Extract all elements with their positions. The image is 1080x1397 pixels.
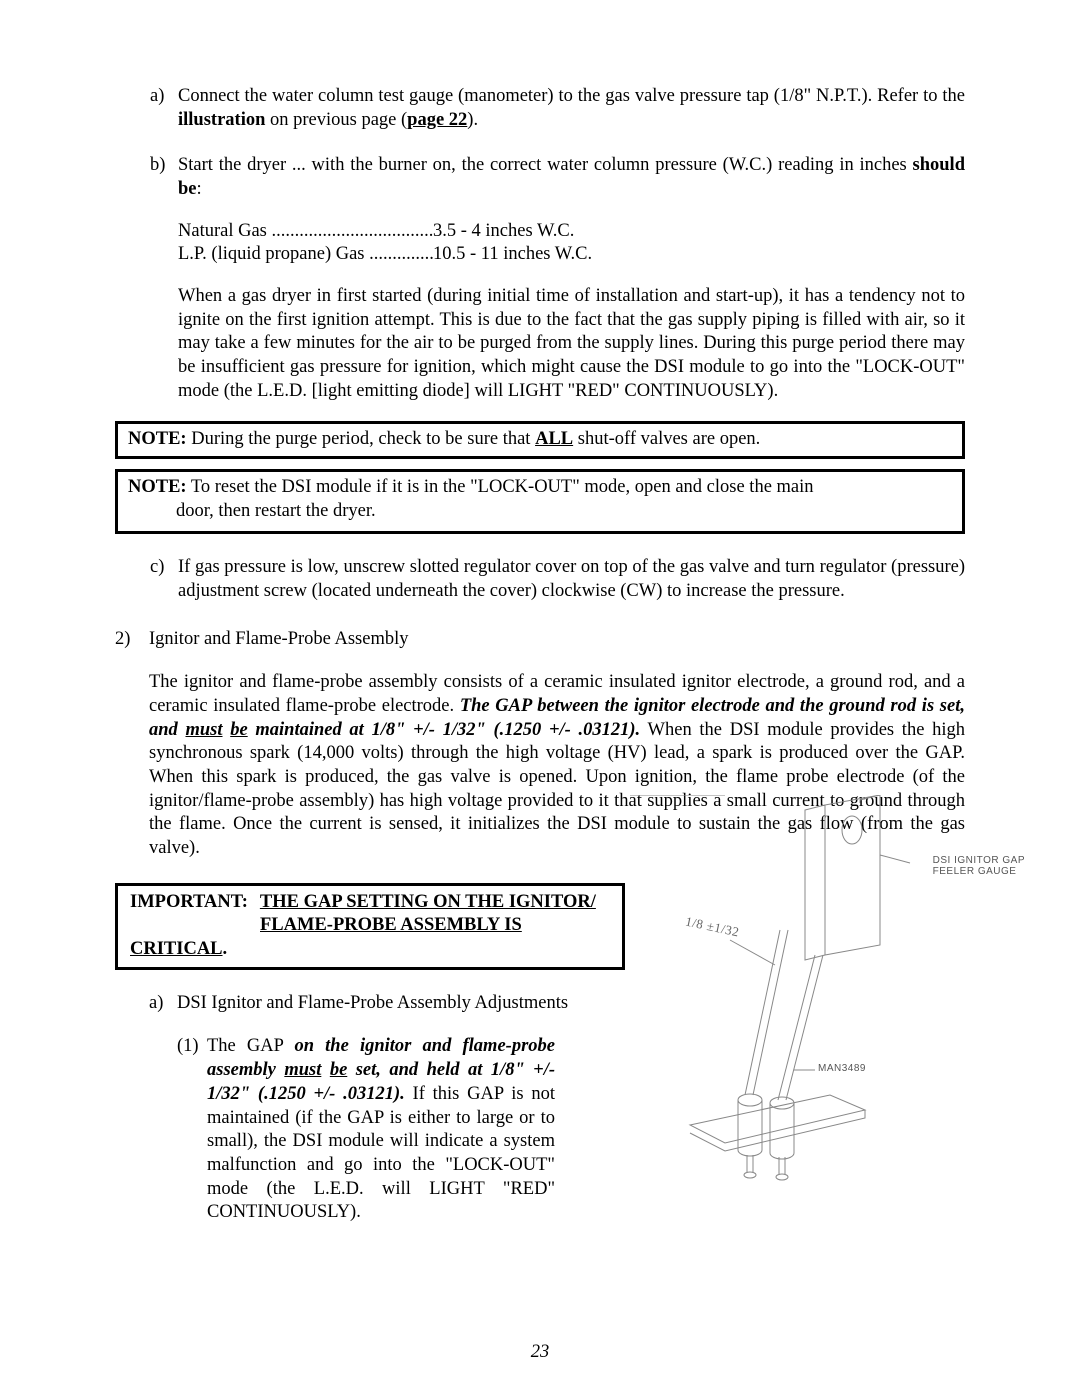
item-c-body: If gas pressure is low, unscrew slotted … bbox=[178, 556, 965, 603]
item-b-post: : bbox=[197, 179, 202, 199]
note1-pre: During the purge period, check to be sur… bbox=[187, 429, 535, 449]
important-line2-wrap: FLAME-PROBE ASSEMBLY IS CRITICAL. bbox=[130, 914, 610, 961]
ignitor-gap-post: maintained at 1/8" +/- 1/32" (.1250 +/- … bbox=[248, 720, 641, 740]
item-b-pre: Start the dryer ... with the burner on, … bbox=[178, 155, 913, 175]
section-2: 2) Ignitor and Flame-Probe Assembly bbox=[115, 628, 965, 652]
important-text1: THE GAP SETTING ON THE IGNITOR/ bbox=[260, 891, 596, 915]
adj-1-label: (1) bbox=[177, 1035, 207, 1224]
item-a-body: Connect the water column test gauge (man… bbox=[178, 85, 965, 132]
item-a-label: a) bbox=[150, 85, 178, 132]
important-dot: . bbox=[223, 939, 228, 959]
gas-row-lp: L.P. (liquid propane) Gas ..............… bbox=[178, 243, 965, 267]
item-a-bold1: illustration bbox=[178, 110, 265, 130]
sec2-title: Ignitor and Flame-Probe Assembly bbox=[149, 628, 965, 652]
page: a) Connect the water column test gauge (… bbox=[0, 0, 1080, 1397]
note2-line1: NOTE: To reset the DSI module if it is i… bbox=[128, 476, 952, 500]
item-a-pre: Connect the water column test gauge (man… bbox=[178, 86, 965, 106]
note2-line2: door, then restart the dryer. bbox=[176, 500, 952, 524]
note2-label: NOTE: bbox=[128, 477, 187, 497]
note1-text: NOTE: During the purge period, check to … bbox=[128, 428, 952, 452]
note-box-2: NOTE: To reset the DSI module if it is i… bbox=[115, 469, 965, 534]
important-box: IMPORTANT: THE GAP SETTING ON THE IGNITO… bbox=[115, 883, 625, 970]
part-number-label: MAN3489 bbox=[818, 1063, 866, 1074]
item-c: c) If gas pressure is low, unscrew slott… bbox=[150, 556, 965, 603]
gauge-label-l1: DSI IGNITOR GAP bbox=[933, 855, 1025, 866]
purge-paragraph: When a gas dryer in first started (durin… bbox=[178, 285, 965, 403]
list-block-c: c) If gas pressure is low, unscrew slott… bbox=[150, 556, 965, 603]
figure-dsi-ignitor: DSI IGNITOR GAP FEELER GAUGE 1/8 ±1/32 M… bbox=[630, 795, 970, 1195]
item-c-label: c) bbox=[150, 556, 178, 603]
adj-a-label: a) bbox=[149, 992, 177, 1016]
adj1-must: must bbox=[284, 1060, 321, 1080]
item-b-body: Start the dryer ... with the burner on, … bbox=[178, 154, 965, 201]
adj-1: (1) The GAP on the ignitor and flame-pro… bbox=[177, 1035, 555, 1224]
item-b: b) Start the dryer ... with the burner o… bbox=[150, 154, 965, 201]
note1-label: NOTE: bbox=[128, 429, 187, 449]
adj-1-body: The GAP on the ignitor and flame-probe a… bbox=[207, 1035, 555, 1224]
note2-l1: To reset the DSI module if it is in the … bbox=[187, 477, 814, 497]
gas-row-natural: Natural Gas ............................… bbox=[178, 220, 965, 244]
page-number: 23 bbox=[0, 1341, 1080, 1365]
ignitor-must: must bbox=[185, 720, 222, 740]
important-label: IMPORTANT: bbox=[130, 891, 260, 915]
gauge-label: DSI IGNITOR GAP FEELER GAUGE bbox=[933, 855, 1025, 877]
important-line1: IMPORTANT: THE GAP SETTING ON THE IGNITO… bbox=[130, 891, 610, 915]
item-a-mid: on previous page ( bbox=[265, 110, 407, 130]
sec2-label: 2) bbox=[115, 628, 149, 652]
item-a-pagelink: page 22 bbox=[407, 110, 467, 130]
gas-natural-label: Natural Gas ............................… bbox=[178, 220, 433, 244]
gas-lp-val: 10.5 - 11 inches W.C. bbox=[433, 243, 592, 267]
important-text2: FLAME-PROBE ASSEMBLY IS CRITICAL bbox=[130, 915, 522, 959]
ignitor-be: be bbox=[230, 720, 247, 740]
adj1-sp1 bbox=[321, 1060, 329, 1080]
note1-all: ALL bbox=[535, 429, 573, 449]
gas-lp-label: L.P. (liquid propane) Gas ..............… bbox=[178, 243, 433, 267]
adj1-pre: The GAP bbox=[207, 1036, 294, 1056]
note-box-1: NOTE: During the purge period, check to … bbox=[115, 421, 965, 459]
gauge-label-l2: FEELER GAUGE bbox=[933, 866, 1017, 877]
item-a: a) Connect the water column test gauge (… bbox=[150, 85, 965, 132]
gas-table: Natural Gas ............................… bbox=[178, 220, 965, 267]
adj1-post: If this GAP is not maintained (if the GA… bbox=[207, 1084, 555, 1222]
note1-post: shut-off valves are open. bbox=[573, 429, 760, 449]
list-block: a) Connect the water column test gauge (… bbox=[150, 85, 965, 403]
gas-natural-val: 3.5 - 4 inches W.C. bbox=[433, 220, 574, 244]
adj-a-text: DSI Ignitor and Flame-Probe Assembly Adj… bbox=[177, 992, 568, 1016]
ignitor-diagram-svg bbox=[630, 795, 970, 1195]
item-a-post: ). bbox=[467, 110, 478, 130]
adj1-be: be bbox=[330, 1060, 347, 1080]
item-b-label: b) bbox=[150, 154, 178, 201]
